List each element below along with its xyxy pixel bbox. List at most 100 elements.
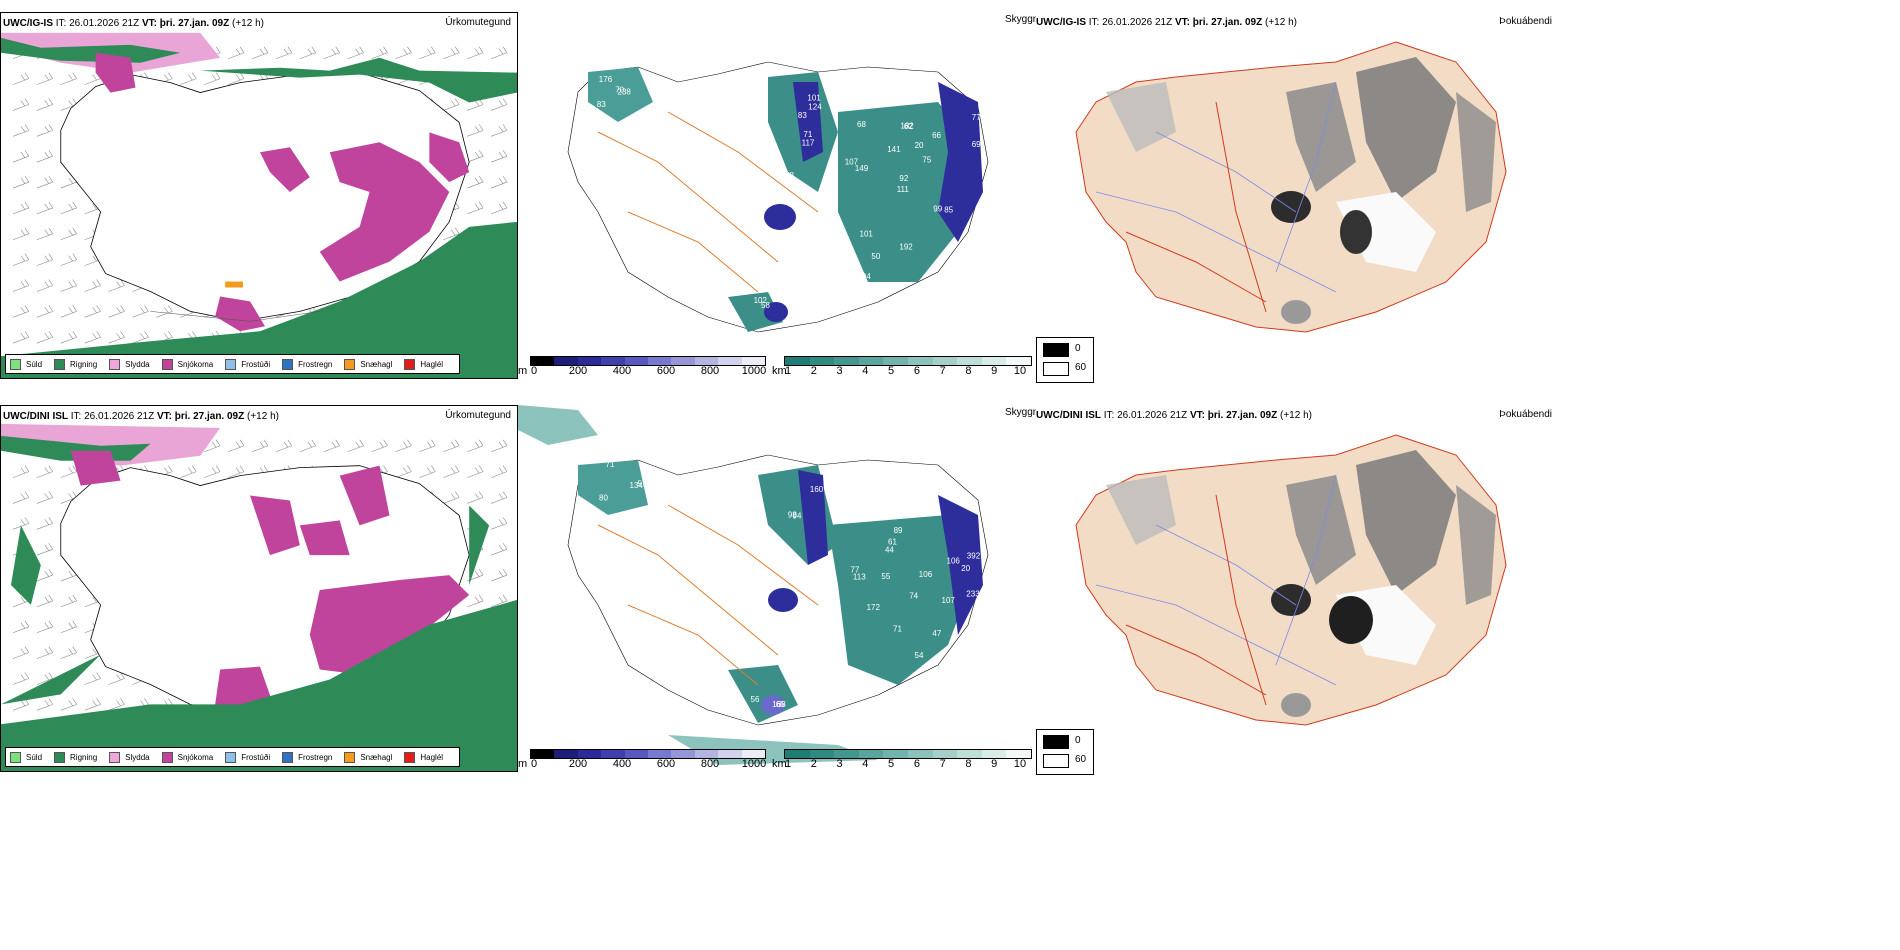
colorbar-tick: 6: [913, 365, 920, 377]
wind-barb: [490, 568, 508, 582]
fog-legend-high-swatch: [1043, 754, 1069, 768]
visibility-map: 2381767083718810183124117601261497711166…: [567, 61, 989, 333]
colorbar-tick: 8: [965, 365, 972, 377]
wind-barb: [275, 439, 293, 453]
elevation-label: 58: [761, 301, 770, 310]
elevation-label: 71: [803, 130, 812, 139]
elevation-label: 168: [772, 700, 786, 709]
wind-barb: [60, 620, 77, 634]
elevation-label: 111: [897, 185, 910, 194]
elevation-label: 46: [773, 293, 782, 302]
colorbar-tick: 3: [836, 758, 843, 770]
legend-label: Haglél: [420, 752, 444, 762]
wind-barb: [84, 672, 101, 685]
wind-barb: [108, 672, 125, 685]
legend-label: Slydda: [125, 359, 150, 369]
colorbar-tick: 400: [612, 365, 632, 377]
legend-label: Snjókoma: [177, 752, 214, 762]
elevation-label: 98: [788, 511, 797, 520]
colorbar-tick: 1000: [741, 758, 767, 770]
elevation-label: 57: [637, 479, 646, 488]
elevation-label: 80: [599, 493, 608, 502]
wind-barb: [180, 465, 197, 478]
elevation-label: 50: [871, 252, 880, 261]
wind-barb: [12, 253, 30, 266]
wind-barb: [84, 698, 101, 711]
colorbar-tick: 5: [888, 758, 895, 770]
wind-barb: [12, 201, 30, 215]
colorbar-tick: 6: [913, 758, 920, 770]
colorbar-tick: 1: [784, 758, 792, 770]
wind-barb: [12, 279, 30, 292]
legend-swatch: [225, 358, 237, 370]
legend-label: Súld: [26, 359, 43, 369]
legend-label: Haglél: [420, 359, 444, 369]
fog-indicator-map: [1075, 434, 1507, 726]
elevation-label: 75: [922, 155, 931, 164]
elevation-label: 113: [853, 573, 866, 582]
precip-type-title: Úrkomutegund: [445, 17, 511, 28]
legend-item: Snæhagl: [344, 358, 393, 370]
wind-barb: [12, 620, 30, 634]
wind-barb: [12, 72, 30, 85]
legend-label: Frostregn: [298, 359, 333, 369]
wind-barb: [467, 150, 484, 163]
precip-type-title: Úrkomutegund: [445, 410, 511, 421]
elevation-label: 172: [867, 603, 881, 612]
colorbar-strip: [530, 356, 766, 366]
wind-barb: [419, 465, 436, 478]
colorbar-tick: 9: [991, 365, 998, 377]
elevation-label: 51: [901, 93, 910, 102]
wind-barb: [419, 46, 436, 60]
legend-swatch: [225, 751, 237, 763]
colorbar-tick: 800: [700, 365, 720, 377]
wind-barb: [84, 305, 101, 318]
legend-item: Rigning: [54, 358, 97, 370]
wind-barb: [12, 465, 30, 478]
wind-barb: [132, 305, 149, 318]
legend-label: Súld: [26, 752, 43, 762]
elevation-label: 228: [966, 645, 980, 654]
fog-legend: 0 60: [1036, 337, 1094, 383]
wind-barb: [156, 305, 173, 318]
fog-legend: 0 60: [1036, 729, 1094, 775]
wind-barb: [490, 175, 508, 189]
wind-barb: [36, 279, 54, 292]
colorbar-tick: 10: [1013, 365, 1027, 377]
elevation-label: 101: [860, 230, 874, 239]
precip-type-panel-top: UWC/IG-IS IT: 26.01.2026 21Z VT: þri. 27…: [0, 12, 518, 379]
wind-barb: [490, 98, 508, 111]
colorbar-tick: 9: [991, 758, 998, 770]
elevation-label: 77: [850, 566, 859, 575]
wind-barb: [36, 253, 54, 266]
wind-barb: [36, 305, 54, 318]
panel-header: UWC/DINI ISL IT: 26.01.2026 21Z VT: þri.…: [1036, 410, 1312, 421]
wind-barb: [467, 491, 484, 504]
wind-barb: [204, 465, 221, 478]
legend-label: Slydda: [125, 752, 150, 762]
elevation-label: 185: [959, 477, 973, 486]
elevation-label: 20: [915, 141, 924, 150]
wind-barb: [12, 150, 30, 163]
elevation-label: 134: [630, 481, 644, 490]
wind-barb: [419, 439, 436, 453]
visibility-colorbar: km 1 2 3 4 5 6 7 8 9 10: [772, 356, 1034, 379]
fog-legend-high: 60: [1075, 362, 1087, 373]
elevation-label: 44: [885, 545, 894, 554]
elevation-label: 69: [972, 140, 981, 149]
colorbar-tick: 1000: [741, 365, 767, 377]
elevation-label: 54: [915, 651, 924, 660]
wind-barb: [60, 72, 77, 85]
iceland-coastline: [1075, 41, 1507, 333]
wind-barb: [60, 594, 77, 608]
legend-label: Snjókoma: [177, 359, 214, 369]
wind-barb: [228, 439, 245, 453]
wind-barb: [443, 46, 460, 60]
wind-barb: [443, 227, 460, 241]
legend-label: Snæhagl: [360, 359, 393, 369]
elevation-label: 76: [849, 260, 858, 269]
legend-label: Rigning: [70, 752, 98, 762]
panel-header: UWC/IG-IS IT: 26.01.2026 21Z VT: þri. 27…: [3, 18, 264, 29]
wind-barb: [36, 98, 54, 111]
elevation-label: 106: [919, 570, 933, 579]
